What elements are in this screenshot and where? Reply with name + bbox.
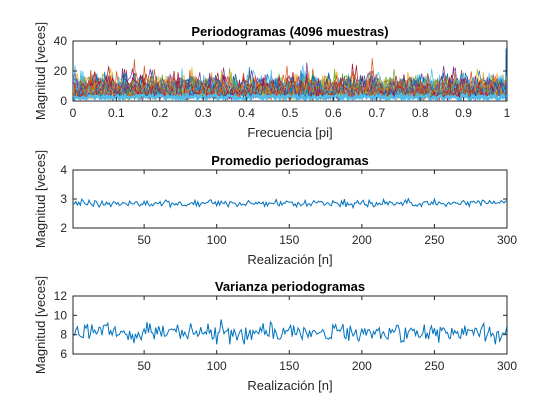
y-tick-label: 20 xyxy=(54,64,68,78)
chart-title: Promedio periodogramas xyxy=(211,153,368,168)
x-tick-label: 0.8 xyxy=(412,106,429,120)
y-tick-label: 6 xyxy=(60,347,67,361)
chart-title: Periodogramas (4096 muestras) xyxy=(191,24,388,39)
x-tick-label: 0.3 xyxy=(195,106,212,120)
y-axis-label: Magnitud [veces] xyxy=(33,276,48,374)
x-tick-label: 0.5 xyxy=(282,106,299,120)
x-tick-label: 100 xyxy=(207,233,227,247)
x-tick-label: 300 xyxy=(497,233,517,247)
chart-title: Varianza periodogramas xyxy=(215,279,365,294)
y-tick-label: 2 xyxy=(60,221,67,235)
plot-area xyxy=(73,170,507,228)
y-tick-label: 4 xyxy=(60,163,67,177)
y-tick-label: 12 xyxy=(54,289,68,303)
x-tick-label: 250 xyxy=(424,233,444,247)
x-tick-label: 50 xyxy=(137,359,151,373)
plot-area xyxy=(73,296,507,354)
x-tick-label: 200 xyxy=(352,359,372,373)
x-tick-label: 100 xyxy=(207,359,227,373)
x-tick-label: 150 xyxy=(279,359,299,373)
x-tick-label: 0.9 xyxy=(455,106,472,120)
x-tick-label: 0.6 xyxy=(325,106,342,120)
x-tick-label: 0 xyxy=(70,106,77,120)
x-tick-label: 0.4 xyxy=(238,106,255,120)
x-tick-label: 200 xyxy=(352,233,372,247)
x-tick-label: 250 xyxy=(424,359,444,373)
panel-2: 50 100 150 200 250 300 2 3 4 Promedio periodogram… xyxy=(33,150,517,267)
y-axis-label: Magnitud [veces] xyxy=(33,150,48,248)
y-tick-label: 10 xyxy=(54,308,68,322)
x-tick-label: 150 xyxy=(279,233,299,247)
y-tick-label: 0 xyxy=(60,94,67,108)
y-tick-label: 3 xyxy=(60,192,67,206)
y-tick-label: 8 xyxy=(60,328,67,342)
x-tick-label: 1 xyxy=(504,106,511,120)
x-tick-label: 0.2 xyxy=(151,106,168,120)
y-axis-label: Magnitud [veces] xyxy=(33,22,48,120)
x-tick-label: 300 xyxy=(497,359,517,373)
x-axis-label: Frecuencia [pi] xyxy=(247,125,332,140)
x-tick-label: 0.7 xyxy=(368,106,385,120)
x-axis-label: Realización [n] xyxy=(247,252,332,267)
panel-3: 50 100 150 200 250 300 6 8 10 12 Varianza periodog… xyxy=(33,276,517,393)
x-tick-label: 0.1 xyxy=(108,106,125,120)
panel-1: 0 0.1 0.2 0.3 0.4 0.5 0.6 0.7 0.8 0.9 1 0 20 40 Period… xyxy=(33,22,511,140)
x-axis-label: Realización [n] xyxy=(247,378,332,393)
x-tick-label: 50 xyxy=(137,233,151,247)
y-tick-label: 40 xyxy=(54,34,68,48)
